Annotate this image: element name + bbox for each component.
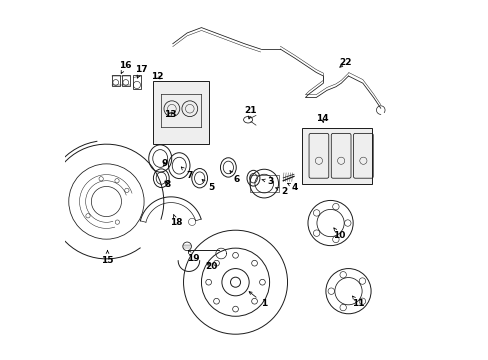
Text: 3: 3 bbox=[262, 177, 273, 186]
Text: 12: 12 bbox=[151, 72, 163, 81]
Text: 15: 15 bbox=[101, 251, 114, 265]
Text: 20: 20 bbox=[205, 262, 217, 271]
Bar bbox=[133, 75, 140, 89]
Text: 1: 1 bbox=[248, 292, 267, 308]
Text: 19: 19 bbox=[187, 251, 200, 263]
Text: 11: 11 bbox=[351, 296, 364, 308]
Text: 21: 21 bbox=[244, 105, 257, 119]
Text: 7: 7 bbox=[181, 167, 193, 180]
Text: 5: 5 bbox=[202, 180, 214, 192]
Bar bbox=[301, 128, 371, 184]
Text: 8: 8 bbox=[164, 180, 170, 189]
Text: 2: 2 bbox=[275, 187, 287, 196]
Text: 10: 10 bbox=[333, 228, 345, 240]
Text: 13: 13 bbox=[163, 110, 176, 119]
Bar bbox=[122, 75, 129, 86]
Text: 18: 18 bbox=[170, 215, 182, 227]
Bar bbox=[153, 81, 208, 144]
Text: 14: 14 bbox=[316, 114, 328, 123]
Text: 16: 16 bbox=[119, 61, 131, 73]
Text: 4: 4 bbox=[287, 183, 297, 192]
Bar bbox=[112, 75, 120, 86]
Bar bbox=[249, 175, 278, 192]
Text: 9: 9 bbox=[162, 159, 168, 168]
Text: 22: 22 bbox=[339, 58, 351, 67]
Text: 17: 17 bbox=[135, 65, 147, 78]
Text: 6: 6 bbox=[229, 171, 239, 184]
